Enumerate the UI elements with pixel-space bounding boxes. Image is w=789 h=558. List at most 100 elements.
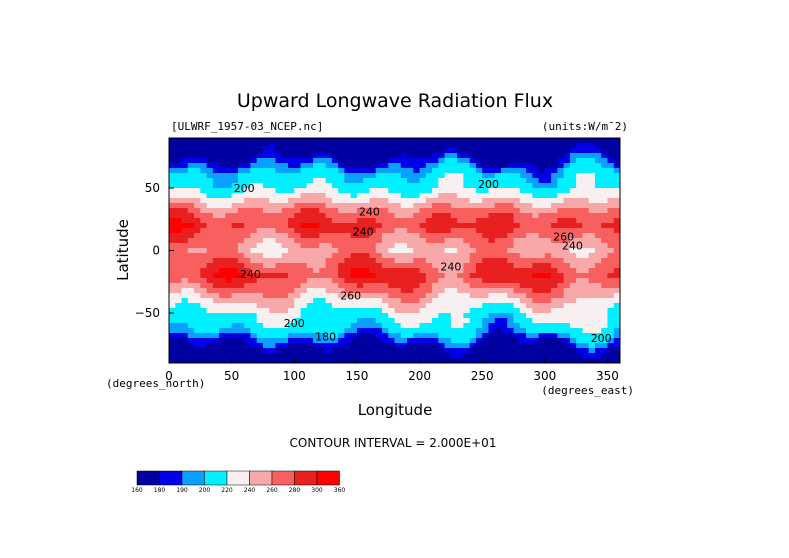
field-cell (294, 303, 302, 309)
field-cell (212, 343, 220, 349)
field-cell (200, 153, 208, 159)
field-cell (588, 148, 596, 154)
field-cell (338, 168, 345, 174)
field-cell (432, 143, 439, 149)
field-cell (369, 163, 377, 169)
field-cell (356, 238, 364, 244)
field-cell (375, 288, 383, 294)
field-cell (381, 263, 389, 269)
field-cell (419, 273, 427, 279)
field-cell (500, 248, 508, 254)
field-cell (181, 228, 189, 234)
field-cell (425, 358, 433, 363)
field-cell (356, 318, 364, 324)
field-cell (250, 223, 258, 229)
field-cell (563, 138, 571, 144)
field-cell (394, 313, 402, 319)
field-cell (507, 238, 515, 244)
field-cell (469, 138, 477, 144)
field-cell (594, 288, 602, 294)
field-cell (288, 168, 295, 174)
field-cell (613, 183, 620, 189)
field-cell (225, 338, 233, 344)
field-cell (438, 218, 446, 224)
field-cell (488, 163, 496, 169)
field-cell (381, 258, 389, 264)
field-cell (313, 308, 320, 314)
field-cell (526, 178, 533, 184)
field-cell (187, 213, 195, 219)
field-cell (275, 293, 283, 299)
field-cell (200, 273, 208, 279)
field-cell (288, 323, 295, 329)
field-cell (212, 298, 220, 304)
field-cell (219, 228, 226, 234)
field-cell (200, 333, 208, 339)
field-cell (519, 318, 527, 324)
field-cell (601, 308, 609, 314)
field-cell (381, 143, 389, 149)
field-cell (356, 303, 364, 309)
field-cell (438, 258, 446, 264)
field-cell (369, 263, 377, 269)
field-cell (256, 253, 264, 259)
field-cell (507, 178, 515, 184)
field-cell (538, 318, 546, 324)
field-cell (388, 203, 396, 209)
field-cell (363, 183, 371, 189)
field-cell (519, 338, 527, 344)
field-cell (319, 243, 327, 249)
field-cell (225, 138, 233, 144)
field-cell (576, 248, 584, 254)
field-cell (526, 148, 533, 154)
field-cell (325, 243, 333, 249)
field-cell (400, 203, 408, 209)
field-cell (569, 358, 577, 363)
field-cell (306, 168, 314, 174)
field-cell (350, 138, 358, 144)
field-cell (582, 298, 590, 304)
field-cell (194, 138, 201, 144)
field-cell (488, 223, 496, 229)
field-cell (181, 253, 189, 259)
field-cell (457, 328, 464, 334)
field-cell (544, 143, 552, 149)
field-cell (551, 293, 558, 299)
field-cell (288, 258, 295, 264)
field-cell (457, 143, 464, 149)
field-cell (407, 233, 414, 239)
field-cell (500, 138, 508, 144)
field-cell (338, 323, 345, 329)
field-cell (425, 243, 433, 249)
field-cell (507, 188, 515, 194)
field-cell (400, 283, 408, 289)
field-cell (256, 208, 264, 214)
field-cell (325, 168, 333, 174)
field-cell (338, 253, 345, 259)
field-cell (181, 188, 189, 194)
field-cell (519, 358, 527, 363)
field-cell (425, 263, 433, 269)
field-cell (237, 268, 245, 274)
field-cell (438, 173, 446, 179)
field-cell (288, 328, 295, 334)
field-cell (306, 173, 314, 179)
field-cell (463, 273, 471, 279)
field-cell (294, 178, 302, 184)
field-cell (413, 293, 421, 299)
field-cell (231, 268, 239, 274)
field-cell (169, 143, 176, 149)
field-cell (325, 183, 333, 189)
field-cell (306, 323, 314, 329)
field-cell (438, 253, 446, 259)
field-cell (206, 303, 214, 309)
field-cell (375, 223, 383, 229)
field-cell (582, 303, 590, 309)
field-cell (419, 268, 427, 274)
field-cell (407, 268, 414, 274)
field-cell (532, 173, 540, 179)
field-cell (494, 343, 502, 349)
field-cell (231, 158, 239, 164)
field-cell (275, 138, 283, 144)
